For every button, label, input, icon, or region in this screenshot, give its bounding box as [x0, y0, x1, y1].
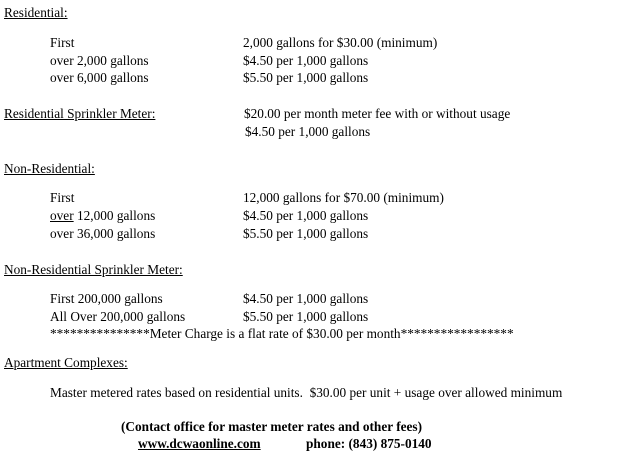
non-residential-rate-2: $4.50 per 1,000 gallons — [243, 208, 369, 223]
nr-sprinkler-tier-2: All Over 200,000 gallons — [50, 309, 186, 324]
non-residential-tier-1: First — [50, 190, 75, 205]
residential-tier-3: over 6,000 gallons — [50, 70, 149, 85]
nr-sprinkler-rate-2: $5.50 per 1,000 gallons — [243, 309, 369, 324]
residential-rate-2: $4.50 per 1,000 gallons — [243, 53, 369, 68]
residential-rate-1: 2,000 gallons for $30.00 (minimum) — [243, 35, 438, 50]
meter-charge-note: ***************Meter Charge is a flat ra… — [50, 326, 514, 341]
residential-sprinkler-rate: $4.50 per 1,000 gallons — [245, 124, 371, 139]
nr-sprinkler-tier-1: First 200,000 gallons — [50, 291, 163, 306]
residential-sprinkler-fee: $20.00 per month meter fee with or witho… — [244, 106, 511, 121]
contact-note: (Contact office for master meter rates a… — [121, 419, 423, 434]
non-residential-sprinkler-heading: Non-Residential Sprinkler Meter: — [4, 262, 183, 277]
apartments-text: Master metered rates based on residentia… — [50, 385, 563, 400]
residential-heading: Residential: — [4, 5, 68, 20]
non-residential-heading: Non-Residential: — [4, 161, 95, 176]
phone-number: phone: (843) 875-0140 — [306, 436, 432, 451]
non-residential-rate-1: 12,000 gallons for $70.00 (minimum) — [243, 190, 444, 205]
tier-text: 12,000 gallons — [73, 208, 156, 223]
apartments-heading: Apartment Complexes: — [4, 355, 128, 370]
over-underlined: over — [50, 208, 74, 223]
residential-rate-3: $5.50 per 1,000 gallons — [243, 70, 369, 85]
nr-sprinkler-rate-1: $4.50 per 1,000 gallons — [243, 291, 369, 306]
non-residential-rate-3: $5.50 per 1,000 gallons — [243, 226, 369, 241]
residential-tier-2: over 2,000 gallons — [50, 53, 149, 68]
residential-tier-1: First — [50, 35, 75, 50]
residential-sprinkler-heading: Residential Sprinkler Meter: — [4, 106, 156, 121]
website-link[interactable]: www.dcwaonline.com — [138, 436, 261, 451]
non-residential-tier-3: over 36,000 gallons — [50, 226, 156, 241]
non-residential-tier-2: over 12,000 gallons — [50, 208, 155, 224]
